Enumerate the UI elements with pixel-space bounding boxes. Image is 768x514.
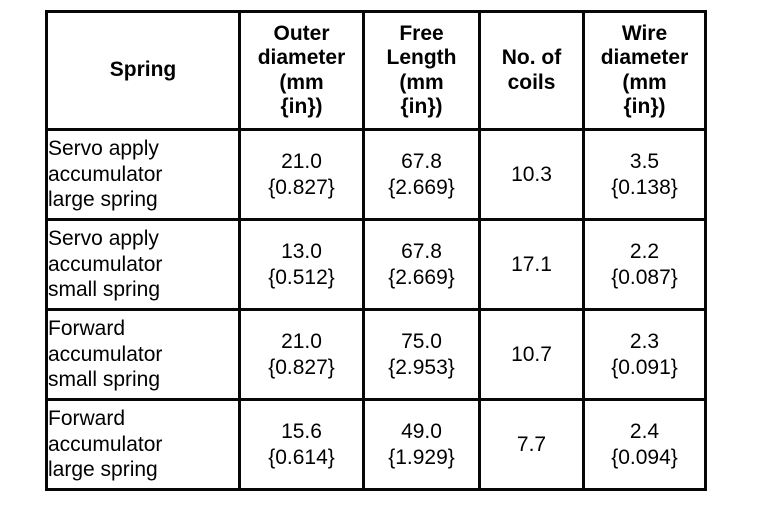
cell-outer-diameter: 21.0 {0.827} — [238, 128, 365, 221]
cell-wire-diameter: 2.2 {0.087} — [582, 218, 707, 311]
cell-outer-diameter: 15.6 {0.614} — [238, 398, 365, 491]
header-cell-no-of-coils: No. of coils — [478, 10, 585, 131]
cell-spring-name: Servo apply accumulator small spring — [45, 218, 241, 311]
cell-spring-name: Forward accumulator large spring — [45, 398, 241, 491]
cell-no-of-coils: 7.7 — [478, 398, 585, 491]
cell-free-length: 67.8 {2.669} — [362, 218, 481, 311]
header-cell-spring: Spring — [45, 10, 241, 131]
table-row: Forward accumulator large spring 15.6 {0… — [45, 398, 707, 491]
cell-wire-diameter: 2.3 {0.091} — [582, 308, 707, 401]
cell-wire-diameter: 3.5 {0.138} — [582, 128, 707, 221]
cell-no-of-coils: 10.7 — [478, 308, 585, 401]
spring-specifications-table: Spring Outer diameter (mm {in}) Free Len… — [45, 10, 707, 491]
cell-outer-diameter: 13.0 {0.512} — [238, 218, 365, 311]
table-header-row: Spring Outer diameter (mm {in}) Free Len… — [45, 10, 707, 131]
cell-no-of-coils: 17.1 — [478, 218, 585, 311]
table-row: Servo apply accumulator small spring 13.… — [45, 218, 707, 311]
cell-free-length: 67.8 {2.669} — [362, 128, 481, 221]
cell-spring-name: Servo apply accumulator large spring — [45, 128, 241, 221]
header-cell-wire-diameter: Wire diameter (mm {in}) — [582, 10, 707, 131]
header-cell-outer-diameter: Outer diameter (mm {in}) — [238, 10, 365, 131]
table-row: Servo apply accumulator large spring 21.… — [45, 128, 707, 221]
cell-free-length: 75.0 {2.953} — [362, 308, 481, 401]
cell-outer-diameter: 21.0 {0.827} — [238, 308, 365, 401]
cell-no-of-coils: 10.3 — [478, 128, 585, 221]
cell-spring-name: Forward accumulator small spring — [45, 308, 241, 401]
cell-wire-diameter: 2.4 {0.094} — [582, 398, 707, 491]
cell-free-length: 49.0 {1.929} — [362, 398, 481, 491]
table-row: Forward accumulator small spring 21.0 {0… — [45, 308, 707, 401]
header-cell-free-length: Free Length (mm {in}) — [362, 10, 481, 131]
